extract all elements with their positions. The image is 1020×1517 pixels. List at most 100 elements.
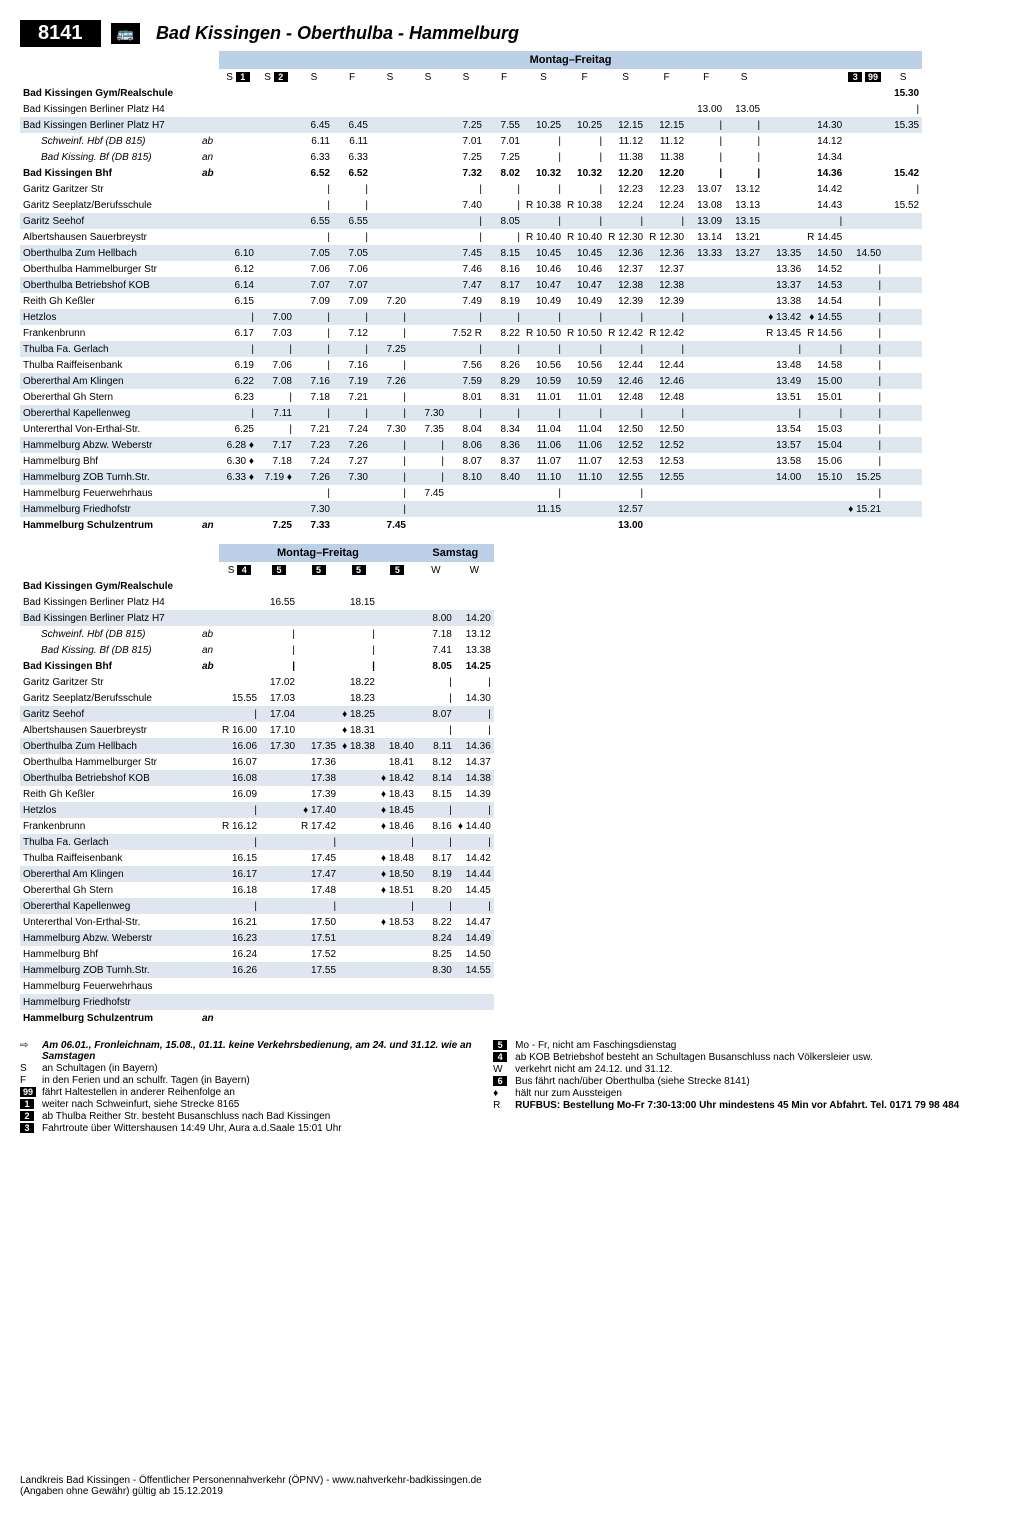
time-cell: | (371, 325, 409, 341)
time-cell (339, 610, 378, 626)
time-cell: | (485, 309, 523, 325)
time-cell: | (339, 658, 378, 674)
time-cell: 8.12 (417, 754, 455, 770)
stop-name: Oberthulba Zum Hellbach (20, 738, 199, 754)
time-cell (257, 165, 295, 181)
stop-name: Bad Kissingen Bhf (20, 658, 199, 674)
page-footer: Landkreis Bad Kissingen - Öffentlicher P… (20, 1475, 1000, 1497)
time-cell (260, 786, 298, 802)
time-cell (763, 229, 804, 245)
time-cell: 14.54 (804, 293, 845, 309)
time-cell (763, 485, 804, 501)
time-cell (725, 293, 763, 309)
time-cell: | (371, 501, 409, 517)
time-cell: 8.34 (485, 421, 523, 437)
time-cell (219, 133, 257, 149)
time-cell (763, 501, 804, 517)
stop-name: Frankenbrunn (20, 325, 199, 341)
time-cell (455, 1010, 494, 1026)
time-cell (339, 786, 378, 802)
time-cell: | (371, 357, 409, 373)
time-cell: 8.02 (485, 165, 523, 181)
time-cell: | (485, 341, 523, 357)
time-cell (409, 165, 447, 181)
time-cell (687, 389, 725, 405)
time-cell (884, 133, 922, 149)
time-cell (485, 485, 523, 501)
stop-name: Obererthal Gh Stern (20, 882, 199, 898)
time-cell: 11.38 (646, 149, 687, 165)
time-cell (725, 469, 763, 485)
stop-name: Hammelburg Friedhofstr (20, 501, 199, 517)
stop-name: Bad Kissing. Bf (DB 815) (20, 642, 199, 658)
time-cell (485, 517, 523, 533)
stop-name: Garitz Seeplatz/Berufsschule (20, 197, 199, 213)
time-cell: 12.23 (605, 181, 646, 197)
time-cell (260, 770, 298, 786)
time-cell: 7.11 (257, 405, 295, 421)
time-cell (884, 373, 922, 389)
time-cell: | (298, 834, 339, 850)
time-cell (884, 325, 922, 341)
time-cell: 12.15 (605, 117, 646, 133)
time-cell: 13.49 (763, 373, 804, 389)
time-cell: | (295, 181, 333, 197)
time-cell (564, 485, 605, 501)
time-cell (687, 421, 725, 437)
time-cell: ♦ 18.53 (378, 914, 417, 930)
time-cell: | (409, 437, 447, 453)
time-cell (298, 690, 339, 706)
time-cell (646, 85, 687, 101)
stop-name: Bad Kissingen Berliner Platz H4 (20, 594, 199, 610)
time-cell: | (219, 834, 260, 850)
time-cell: 8.10 (447, 469, 485, 485)
time-cell: 7.49 (447, 293, 485, 309)
bus-icon: 🚌 (111, 23, 140, 44)
time-cell (646, 485, 687, 501)
time-cell (333, 485, 371, 501)
time-cell: 15.35 (884, 117, 922, 133)
time-cell (605, 85, 646, 101)
stop-name: Untererthal Von-Erthal-Str. (20, 914, 199, 930)
time-cell: 10.32 (523, 165, 564, 181)
time-cell (417, 594, 455, 610)
time-cell: 14.58 (804, 357, 845, 373)
time-cell: 15.10 (804, 469, 845, 485)
time-cell: 12.36 (605, 245, 646, 261)
time-cell (884, 229, 922, 245)
stop-name: Hammelburg Feuerwehrhaus (20, 978, 199, 994)
time-cell: | (564, 181, 605, 197)
time-cell: 16.55 (260, 594, 298, 610)
time-cell (371, 197, 409, 213)
time-cell: 8.22 (417, 914, 455, 930)
time-cell (485, 101, 523, 117)
time-cell (219, 101, 257, 117)
stop-name: Obererthal Kapellenweg (20, 405, 199, 421)
time-cell: 8.07 (447, 453, 485, 469)
time-cell: | (564, 341, 605, 357)
time-cell: 16.23 (219, 930, 260, 946)
time-cell: 15.52 (884, 197, 922, 213)
time-cell: | (523, 309, 564, 325)
time-cell: 13.08 (687, 197, 725, 213)
time-cell: 14.36 (804, 165, 845, 181)
time-cell: 17.50 (298, 914, 339, 930)
time-cell: 17.36 (298, 754, 339, 770)
time-cell: | (605, 341, 646, 357)
time-cell: 7.45 (447, 245, 485, 261)
time-cell: 7.05 (333, 245, 371, 261)
time-cell: 14.43 (804, 197, 845, 213)
stop-name: Thulba Fa. Gerlach (20, 834, 199, 850)
time-cell: 13.12 (455, 626, 494, 642)
stop-name: Bad Kissing. Bf (DB 815) (20, 149, 199, 165)
time-cell: 14.39 (455, 786, 494, 802)
time-cell (298, 706, 339, 722)
time-cell: | (257, 341, 295, 357)
time-cell: ♦ 18.48 (378, 850, 417, 866)
time-cell (725, 341, 763, 357)
time-cell (884, 309, 922, 325)
time-cell (257, 245, 295, 261)
time-cell (725, 485, 763, 501)
time-cell (219, 994, 260, 1010)
time-cell (298, 610, 339, 626)
